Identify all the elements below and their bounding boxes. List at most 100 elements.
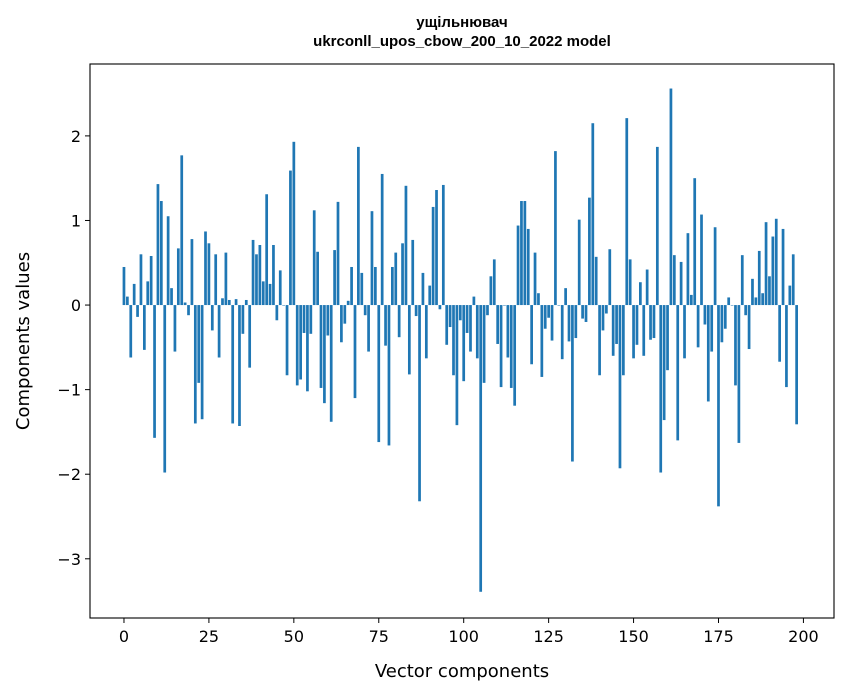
bar-122 — [537, 293, 540, 306]
bar-3 — [132, 283, 136, 306]
bar-80 — [394, 252, 398, 306]
bar-51 — [295, 305, 299, 386]
bar-151 — [635, 305, 639, 345]
bar-69 — [357, 146, 360, 306]
bar-156 — [652, 305, 656, 339]
bar-137 — [588, 197, 591, 306]
bar-191 — [771, 236, 775, 306]
bar-44 — [272, 245, 275, 306]
bar-189 — [764, 222, 768, 306]
bar-173 — [710, 305, 714, 352]
bar-166 — [686, 233, 690, 306]
bar-178 — [727, 297, 731, 306]
bar-147 — [622, 305, 625, 376]
bar-31 — [227, 299, 231, 306]
bar-68 — [353, 305, 357, 399]
bar-88 — [421, 272, 425, 306]
bar-158 — [659, 305, 663, 473]
x-tick-label: 0 — [119, 627, 129, 646]
bar-100 — [462, 305, 466, 382]
bar-10 — [156, 184, 160, 306]
bar-29 — [221, 298, 224, 306]
bar-57 — [316, 251, 319, 306]
bar-195 — [785, 305, 788, 388]
bar-34 — [238, 305, 241, 426]
bar-192 — [774, 218, 778, 306]
bar-112 — [503, 305, 506, 306]
bar-81 — [397, 305, 401, 338]
chart-title-block: ущільнювач ukrconll_upos_cbow_200_10_202… — [90, 13, 834, 51]
bar-160 — [666, 305, 669, 371]
bar-30 — [224, 252, 228, 306]
bar-70 — [360, 272, 364, 306]
bar-98 — [455, 305, 459, 426]
bar-101 — [465, 305, 469, 333]
x-tick-label: 200 — [788, 627, 819, 646]
bar-41 — [261, 281, 265, 306]
bar-86 — [414, 305, 418, 317]
bar-105 — [479, 305, 483, 592]
bar-55 — [309, 305, 313, 334]
bar-25 — [207, 243, 211, 306]
bar-96 — [448, 305, 452, 328]
bar-0 — [122, 266, 126, 306]
y-tick-label: −3 — [57, 550, 81, 569]
bar-32 — [231, 305, 235, 424]
bar-118 — [523, 201, 527, 306]
bar-42 — [265, 194, 269, 306]
bar-115 — [513, 305, 517, 406]
bar-47 — [282, 305, 285, 306]
bar-197 — [791, 254, 795, 306]
bar-108 — [489, 276, 493, 306]
bar-181 — [737, 305, 741, 443]
bar-174 — [713, 227, 717, 306]
bar-78 — [387, 305, 391, 446]
bar-33 — [234, 299, 238, 306]
bar-72 — [367, 305, 370, 352]
bar-8 — [149, 256, 153, 306]
bar-163 — [676, 305, 680, 441]
y-tick-label: 1 — [71, 211, 81, 230]
bar-124 — [543, 305, 547, 329]
bar-60 — [326, 305, 330, 336]
bar-117 — [520, 201, 523, 306]
bar-132 — [571, 305, 574, 462]
bars-group — [122, 88, 798, 592]
y-axis-label: Components values — [13, 252, 34, 430]
bar-153 — [642, 305, 646, 356]
bar-24 — [204, 231, 207, 306]
bar-73 — [370, 211, 374, 306]
bar-84 — [407, 305, 411, 375]
bar-2 — [129, 305, 133, 358]
bar-19 — [187, 305, 190, 316]
bar-20 — [190, 239, 194, 306]
bar-16 — [176, 248, 180, 306]
bar-99 — [458, 305, 462, 321]
bar-133 — [574, 305, 578, 339]
bar-67 — [350, 266, 353, 306]
bar-18 — [183, 302, 187, 306]
bar-93 — [438, 305, 442, 310]
y-tick-label: 0 — [71, 296, 81, 315]
bar-134 — [577, 219, 581, 306]
bar-5 — [139, 254, 143, 306]
x-tick-label: 25 — [199, 627, 219, 646]
bar-159 — [662, 305, 666, 421]
bar-95 — [445, 305, 449, 345]
bar-146 — [618, 305, 622, 469]
bar-125 — [547, 305, 550, 318]
bar-155 — [649, 305, 652, 340]
bar-15 — [173, 305, 177, 352]
bar-22 — [197, 305, 201, 383]
bar-136 — [584, 305, 588, 322]
bar-157 — [655, 146, 659, 306]
y-tick-label: 2 — [71, 127, 81, 146]
bar-168 — [693, 178, 697, 306]
bar-65 — [343, 305, 347, 324]
bar-17 — [180, 155, 184, 306]
bar-76 — [380, 173, 384, 306]
bar-92 — [435, 190, 438, 306]
bar-91 — [431, 206, 435, 306]
bar-184 — [747, 305, 751, 350]
